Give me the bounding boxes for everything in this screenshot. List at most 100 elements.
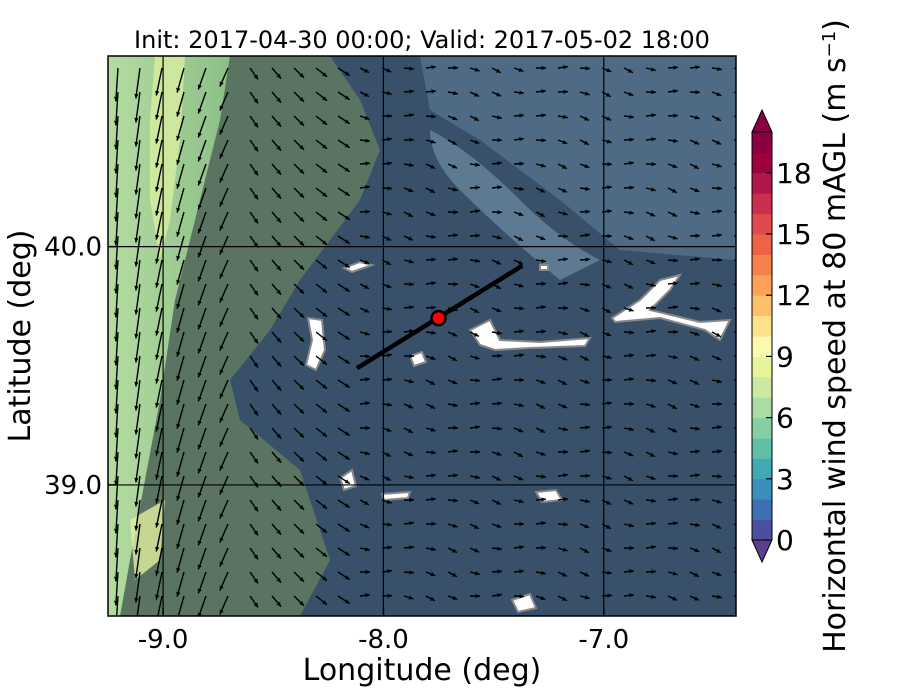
wind-vector-head [650,475,656,480]
wind-vector-head [176,303,181,309]
wind-vector-head [176,207,181,213]
colorbar-segment [752,458,772,480]
wind-vector-head [176,327,181,333]
wind-vector-head [219,201,224,207]
wind-vector-head [322,120,327,125]
wind-vector-head [694,140,700,145]
wind-vector-head [583,548,589,553]
y-tick-label: 39.0 [44,471,102,501]
wind-vector [155,211,163,240]
wind-vector-head [155,498,160,504]
wind-vector-head [583,356,589,361]
wind-vector-head [541,281,546,286]
wind-vector-head [387,186,392,191]
wind-vector-head [155,378,160,384]
wind-vector-head [496,115,502,120]
wind-vector [135,91,141,123]
wind-vector [115,235,119,270]
wind-vector-head [407,428,413,433]
field-patch-north [420,56,736,260]
colorbar-segment [752,315,772,337]
colorbar-segment [752,132,772,153]
wind-vector-head [253,98,259,104]
wind-vector-head [430,355,436,360]
wind-vector-head [739,162,744,166]
wind-vector [135,115,141,147]
wind-vector-head [276,385,282,391]
wind-vector-head [299,73,305,78]
wind-vector-head [453,90,458,96]
wind-vector-head [386,236,392,241]
wind-vector-head [219,513,224,519]
wind-vector-head [134,501,139,507]
wind-vector-head [299,313,305,318]
wind-vector-head [561,572,567,577]
wind-vector-head [176,351,181,357]
wind-vector [155,355,163,384]
wind-vector-head [519,594,524,599]
wind-vector-head [496,523,502,528]
wind-vector-head [695,306,700,311]
wind-vector-head [716,91,722,97]
wind-vector-head [364,451,370,456]
wind-vector-head [134,573,139,579]
wind-vector-head [344,383,350,388]
wind-vector-head [738,93,743,97]
wind-vector-head [739,332,744,336]
wind-vector-head [176,471,181,477]
wind-vector-head [176,183,181,189]
wind-vector-head [451,572,457,577]
wind-vector-head [219,129,224,135]
wind-vector-head [322,480,327,485]
wind-vector-head [717,209,722,214]
wind-vector-head [176,87,181,93]
wind-vector-head [253,122,259,128]
wind-vector-head [497,593,502,598]
wind-vector-head [409,113,414,118]
wind-vector-head [563,473,568,478]
wind-vector-head [155,258,160,264]
wind-vector-head [364,524,370,529]
wind-vector-head [322,168,327,173]
wind-vector-head [497,546,502,551]
wind-vector-head [322,504,327,509]
wind-vector-head [429,188,435,193]
colorbar-segment [752,336,772,357]
wind-vector-head [716,379,722,384]
colorbar-segment [752,438,772,459]
wind-vector-head [253,386,259,392]
wind-vector-head [539,212,545,217]
wind-vector-head [409,545,414,550]
wind-vector-head [299,169,305,174]
wind-vector [155,139,163,168]
y-ticks: 39.0 40.0 [44,233,116,501]
wind-vector-head [408,379,414,384]
wind-vector-head [429,380,435,385]
wind-vector-head [408,474,414,480]
wind-vector-head [519,353,524,358]
wind-vector-head [276,73,282,79]
colorbar-segment [752,295,772,317]
wind-vector-head [475,233,480,238]
wind-vector-head [628,523,634,528]
wind-vector-head [276,241,282,247]
wind-vector-head [386,91,392,96]
wind-vector-head [452,380,458,385]
wind-vector-head [176,231,181,237]
wind-vector-head [475,593,480,599]
wind-vector-head [134,357,139,363]
wind-vector-head [453,498,458,503]
wind-vector-head [253,314,259,320]
wind-vector [155,475,163,504]
wind-vector-head [197,588,202,594]
wind-vector-head [739,377,744,381]
wind-vector-head [607,185,612,190]
wind-vector-head [276,457,282,463]
wind-vector-head [649,452,655,457]
wind-vector-head [134,453,139,459]
wind-vector-head [495,284,501,289]
wind-vector-head [299,121,305,126]
wind-vector-head [365,185,370,190]
wind-vector-head [134,237,139,243]
colorbar-segment [752,417,772,439]
